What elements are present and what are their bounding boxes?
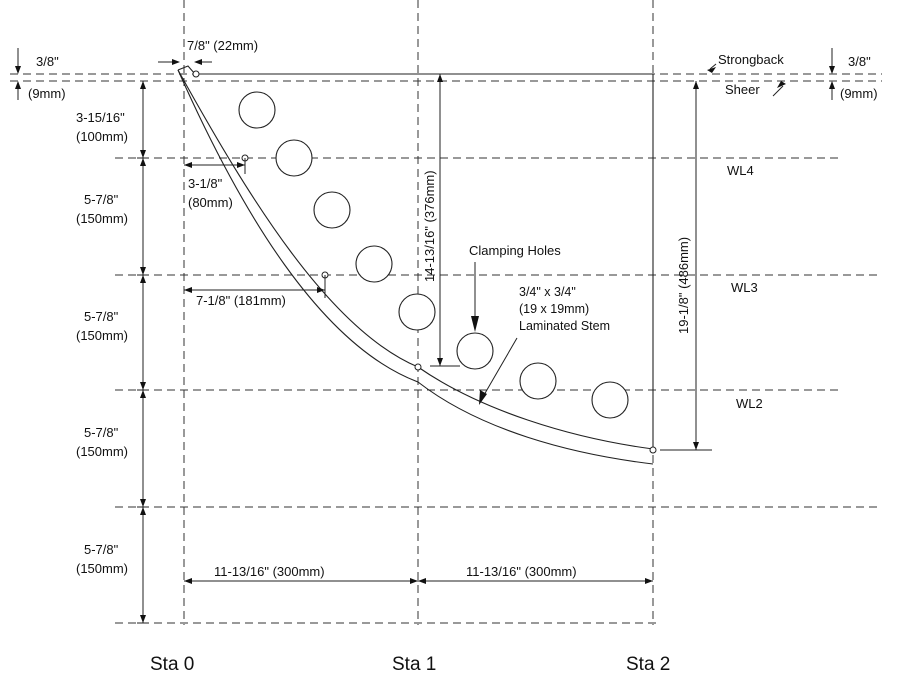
clamping-hole [238, 91, 276, 129]
sheer-arrow [772, 81, 786, 97]
waterline-lines [10, 73, 882, 624]
wl1-spacing-mm: (150mm) [76, 561, 128, 576]
top-left-offset-in: 3/8" [36, 54, 59, 69]
strongback-arrow [707, 63, 717, 73]
stem-top-cap [177, 65, 196, 75]
top-left-offset-mm: (9mm) [28, 86, 66, 101]
station-spacing-dims [184, 578, 653, 584]
stem-inner-curve [177, 69, 654, 465]
station-label-1: Sta 1 [392, 654, 436, 675]
wl3-spacing-in: 5-7/8" [84, 309, 119, 324]
sta1-height-label: 14-13/16" (376mm) [422, 170, 437, 282]
top-right-offset-mm: (9mm) [840, 86, 878, 101]
wl1-spacing-in: 5-7/8" [84, 542, 119, 557]
left-dimension-chain [137, 81, 149, 624]
sheer-label: Sheer [725, 82, 760, 97]
wl3-label: WL3 [731, 280, 758, 295]
station-spacing-1: 11-13/16" (300mm) [214, 564, 325, 579]
sta1-height-dim [430, 74, 460, 367]
wl4-offset-dim [184, 158, 246, 174]
clamping-hole [398, 293, 436, 331]
laminated-stem-label: Laminated Stem [519, 319, 610, 333]
first-spacing-in: 3-15/16" [76, 110, 125, 125]
wl4-offset-in: 3-1/8" [188, 176, 223, 191]
clamping-holes-arrow [471, 262, 479, 332]
clamping-holes-label: Clamping Holes [469, 243, 561, 258]
clamping-hole [591, 381, 629, 419]
strongback-label: Strongback [718, 52, 784, 67]
clamping-hole [519, 362, 557, 400]
clamping-hole [456, 332, 494, 370]
stem-nodes [192, 70, 657, 454]
clamping-hole [355, 245, 393, 283]
wl3-offset-dim [184, 275, 326, 298]
stem-outer-curve [177, 69, 654, 450]
wl2-spacing-in: 5-7/8" [84, 425, 119, 440]
stem-size-label: 3/4" x 3/4" [519, 285, 576, 299]
laminated-stem [177, 65, 654, 465]
top-right-offset-marker [829, 48, 835, 100]
wl2-label: WL2 [736, 396, 763, 411]
station-spacing-2: 11-13/16" (300mm) [466, 564, 577, 579]
mold-outline [195, 73, 654, 450]
sta2-height-dim [660, 81, 712, 451]
station-label-2: Sta 2 [626, 654, 670, 675]
stem-top-width-label: 7/8" (22mm) [187, 38, 258, 53]
node-sheer [192, 70, 200, 78]
top-right-offset-in: 3/8" [848, 54, 871, 69]
wl2-spacing-mm: (150mm) [76, 444, 128, 459]
wl4-spacing-mm: (150mm) [76, 211, 128, 226]
node-sta1 [414, 363, 422, 371]
wl3-spacing-mm: (150mm) [76, 328, 128, 343]
sta2-height-label: 19-1/8" (486mm) [676, 237, 691, 334]
wl3-offset-label: 7-1/8" (181mm) [196, 293, 286, 308]
wl4-offset-mm: (80mm) [188, 195, 233, 210]
first-spacing-mm: (100mm) [76, 129, 128, 144]
clamping-holes [238, 91, 629, 419]
node-sta2 [649, 446, 657, 454]
wl4-spacing-in: 5-7/8" [84, 192, 119, 207]
laminated-stem-arrow [479, 337, 518, 405]
clamping-hole [275, 139, 313, 177]
wl4-label: WL4 [727, 163, 754, 178]
top-left-offset-marker [15, 48, 21, 100]
station-label-0: Sta 0 [150, 654, 194, 675]
clamping-hole [313, 191, 351, 229]
stem-size-mm-label: (19 x 19mm) [519, 302, 589, 316]
stem-width-marker [158, 59, 212, 65]
